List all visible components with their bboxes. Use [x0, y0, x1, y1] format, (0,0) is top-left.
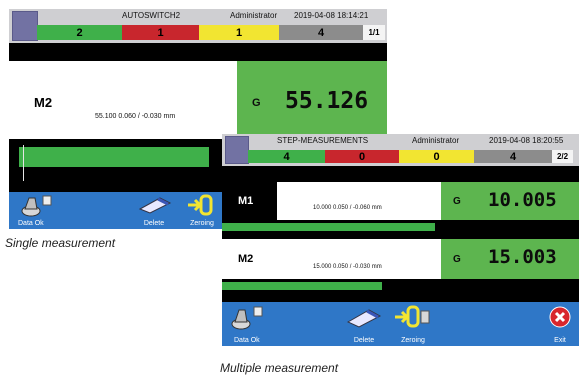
grade-label: G	[453, 254, 461, 265]
nok-count: 1	[122, 25, 199, 40]
program-name: AUTOSWITCH2	[122, 11, 181, 20]
grade-label: G	[453, 196, 461, 207]
eraser-icon	[346, 309, 382, 328]
nominal-tolerance: 10.000 0.050 / -0.060 mm	[313, 205, 382, 211]
gauge-icon	[231, 306, 263, 330]
measurement-row[interactable]: M2 55.100 0.060 / -0.030 mm G 55.126	[9, 61, 387, 139]
status-header: AUTOSWITCH2 Administrator 2019-04-08 18:…	[9, 9, 387, 43]
nok-count: 0	[325, 150, 399, 163]
tolerance-bar	[222, 282, 382, 290]
toolbar: Data Ok Delete Zeroing Exit	[222, 302, 579, 346]
measurement-name: M2	[238, 253, 254, 265]
program-name: STEP-MEASUREMENTS	[277, 136, 369, 145]
tolerance-bar	[222, 223, 435, 231]
measurement-row[interactable]: M1 10.000 0.050 / -0.060 mm G 10.005	[222, 182, 579, 220]
data-ok-label: Data Ok	[234, 337, 260, 344]
datetime: 2019-04-08 18:14:21	[294, 11, 369, 20]
zeroing-button[interactable]: Zeroing	[182, 192, 222, 229]
ok-count: 2	[37, 25, 122, 40]
total-count: 4	[474, 150, 552, 163]
page-indicator: 1/1	[363, 25, 385, 40]
gauge-icon	[21, 195, 52, 217]
app-logo	[12, 11, 38, 41]
status-header: STEP-MEASUREMENTS Administrator 2019-04-…	[222, 134, 579, 166]
eraser-icon	[138, 197, 172, 214]
warning-count: 0	[399, 150, 474, 163]
ok-count: 4	[248, 150, 325, 163]
delete-label: Delete	[143, 220, 165, 227]
zeroing-icon	[395, 305, 430, 328]
exit-label: Exit	[554, 337, 566, 344]
measurement-name: M1	[238, 195, 254, 207]
grade-label: G	[252, 97, 261, 109]
close-icon	[549, 306, 571, 328]
tolerance-bar	[19, 147, 209, 167]
delete-label: Delete	[353, 337, 375, 344]
zeroing-button[interactable]: Zeroing	[389, 302, 437, 346]
warning-count: 1	[199, 25, 279, 40]
measurement-value: 15.003	[488, 246, 557, 268]
nominal-tolerance: 55.100 0.060 / -0.030 mm	[95, 113, 176, 120]
measurement-value-cell: G 55.126	[237, 61, 387, 139]
user-name: Administrator	[230, 11, 278, 20]
measurement-value-cell: G 15.003	[441, 239, 579, 279]
delete-button[interactable]: Delete	[341, 302, 387, 346]
measurement-name: M2	[34, 95, 53, 110]
result-counters: 2 1 1 4 1/1	[37, 25, 385, 40]
data-ok-button[interactable]: Data Ok	[226, 302, 276, 346]
zeroing-label: Zeroing	[401, 337, 425, 344]
measurement-name-cell: M2 55.100 0.060 / -0.030 mm	[9, 61, 237, 139]
measurement-value: 55.126	[285, 88, 369, 114]
measurement-row[interactable]: M2 15.000 0.050 / -0.030 mm G 15.003	[222, 239, 579, 279]
datetime: 2019-04-08 18:20:55	[489, 136, 564, 145]
measurement-value: 10.005	[488, 189, 557, 211]
zeroing-label: Zeroing	[190, 220, 214, 227]
multiple-measurement-screen: STEP-MEASUREMENTS Administrator 2019-04-…	[222, 134, 579, 346]
multiple-caption: Multiple measurement	[220, 361, 339, 375]
zeroing-icon	[188, 194, 213, 216]
tolerance-marker	[23, 145, 24, 181]
result-counters: 4 0 0 4 2/2	[248, 150, 573, 163]
exit-button[interactable]: Exit	[544, 302, 576, 346]
delete-button[interactable]: Delete	[134, 192, 174, 229]
single-caption: Single measurement	[5, 236, 116, 250]
single-measurement-screen: AUTOSWITCH2 Administrator 2019-04-08 18:…	[9, 9, 387, 229]
measurement-name-cell: M1 10.000 0.050 / -0.060 mm	[222, 182, 441, 220]
measurement-name-cell: M2 15.000 0.050 / -0.030 mm	[222, 239, 441, 279]
user-name: Administrator	[412, 136, 460, 145]
total-count: 4	[279, 25, 363, 40]
nominal-tolerance: 15.000 0.050 / -0.030 mm	[313, 264, 382, 270]
page-indicator: 2/2	[552, 150, 573, 163]
data-ok-button[interactable]: Data Ok	[15, 192, 65, 229]
app-logo	[225, 136, 249, 164]
measurement-value-cell: G 10.005	[441, 182, 579, 220]
data-ok-label: Data Ok	[18, 220, 44, 227]
